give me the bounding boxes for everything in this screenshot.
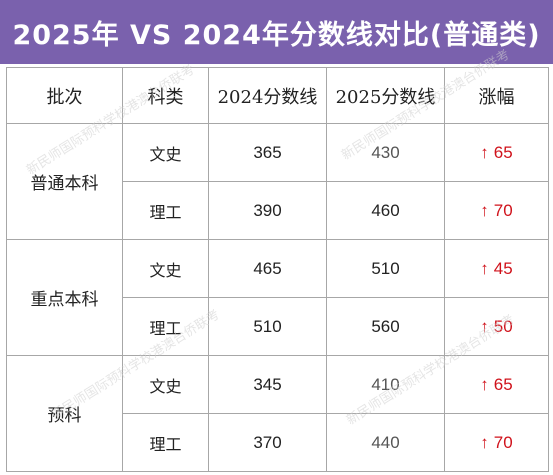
subject-cell: 文史: [122, 239, 209, 298]
table-row: 预科 文史 345 410 ↑ 65: [6, 355, 549, 472]
score-2025-cell: 560: [326, 297, 445, 356]
batch-cell: 普通本科: [6, 123, 123, 240]
score-2024-cell: 465: [208, 239, 327, 298]
increase-value: 45: [493, 258, 513, 278]
up-arrow-icon: ↑: [480, 142, 489, 162]
increase-cell: ↑ 50: [444, 297, 549, 356]
up-arrow-icon: ↑: [480, 316, 489, 336]
increase-cell: ↑ 65: [444, 355, 549, 414]
up-arrow-icon: ↑: [480, 374, 489, 394]
increase-value: 70: [493, 200, 513, 220]
batch-cell: 预科: [6, 355, 123, 472]
score-comparison-table: 批次 科类 2024分数线 2025分数线 涨幅 普通本科 文史 365 430…: [6, 67, 549, 472]
score-2024-cell: 345: [208, 355, 327, 414]
table-row: 理工 510 560 ↑ 50: [7, 297, 549, 356]
header-subject: 科类: [122, 67, 209, 124]
score-2024-cell: 365: [208, 123, 327, 182]
increase-value: 65: [493, 374, 513, 394]
increase-cell: ↑ 65: [444, 123, 549, 182]
subject-cell: 文史: [122, 355, 209, 414]
header-increase: 涨幅: [444, 67, 549, 124]
increase-value: 65: [493, 142, 513, 162]
subject-cell: 理工: [122, 297, 209, 356]
table-row: 重点本科 文史 465 510 ↑ 45: [6, 239, 549, 356]
header-2024: 2024分数线: [208, 67, 327, 124]
header-row: 批次 科类 2024分数线 2025分数线 涨幅: [6, 67, 549, 124]
increase-cell: ↑ 70: [444, 413, 549, 472]
header-batch: 批次: [6, 67, 123, 124]
score-2024-cell: 370: [208, 413, 327, 472]
table-row: 理工 370 440 ↑ 70: [7, 413, 549, 472]
increase-value: 70: [493, 432, 513, 452]
batch-cell: 重点本科: [6, 239, 123, 356]
page-title: 2025年 VS 2024年分数线对比(普通类): [12, 19, 541, 51]
up-arrow-icon: ↑: [480, 258, 489, 278]
score-2025-cell: 430: [326, 123, 445, 182]
subject-cell: 理工: [122, 413, 209, 472]
score-2025-cell: 460: [326, 181, 445, 240]
increase-value: 50: [493, 316, 513, 336]
score-2025-cell: 410: [326, 355, 445, 414]
header-2025: 2025分数线: [326, 67, 445, 124]
score-2025-cell: 440: [326, 413, 445, 472]
table-row: 普通本科 文史 365 430 ↑ 65: [6, 123, 549, 240]
increase-cell: ↑ 45: [444, 239, 549, 298]
table-row: 理工 390 460 ↑ 70: [7, 181, 549, 240]
title-banner: 2025年 VS 2024年分数线对比(普通类): [0, 0, 553, 64]
subject-cell: 文史: [122, 123, 209, 182]
up-arrow-icon: ↑: [480, 432, 489, 452]
increase-cell: ↑ 70: [444, 181, 549, 240]
score-2024-cell: 510: [208, 297, 327, 356]
subject-cell: 理工: [122, 181, 209, 240]
up-arrow-icon: ↑: [480, 200, 489, 220]
score-2024-cell: 390: [208, 181, 327, 240]
score-2025-cell: 510: [326, 239, 445, 298]
